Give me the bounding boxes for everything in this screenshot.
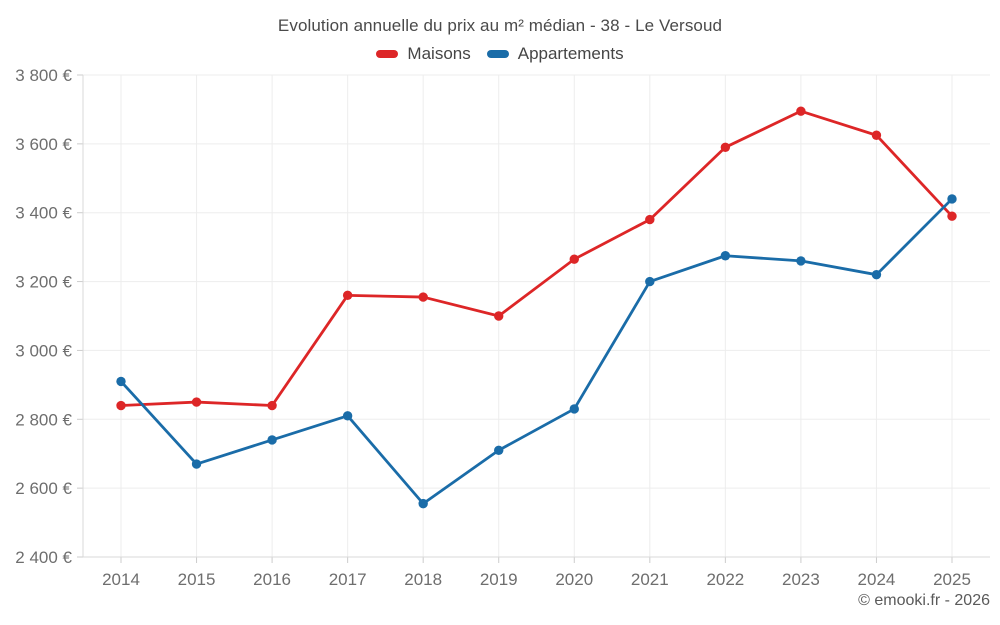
x-tick-label: 2023 bbox=[782, 570, 820, 589]
maisons-point-2018[interactable] bbox=[418, 292, 428, 302]
appartements-swatch-icon bbox=[486, 50, 509, 58]
y-tick-label: 3 800 € bbox=[15, 66, 72, 85]
y-tick-label: 3 200 € bbox=[15, 273, 72, 292]
maisons-point-2017[interactable] bbox=[342, 290, 353, 301]
x-tick-label: 2017 bbox=[329, 570, 367, 589]
y-tick-label: 2 600 € bbox=[15, 479, 72, 498]
legend-label: Appartements bbox=[517, 44, 624, 63]
appartements-point-2021[interactable] bbox=[645, 276, 655, 287]
appartements-point-2025[interactable] bbox=[947, 194, 957, 204]
appartements-point-2015[interactable] bbox=[191, 459, 202, 469]
x-tick-label: 2021 bbox=[631, 570, 669, 589]
x-tick-label: 2015 bbox=[178, 570, 216, 589]
maisons-point-2025[interactable] bbox=[947, 211, 957, 221]
x-tick-label: 2016 bbox=[253, 570, 291, 589]
legend-item-maisons[interactable]: Maisons bbox=[376, 44, 471, 64]
maisons-point-2023[interactable] bbox=[796, 106, 806, 116]
appartements-point-2022[interactable] bbox=[720, 251, 731, 261]
maisons-point-2020[interactable] bbox=[569, 254, 579, 264]
maisons-point-2016[interactable] bbox=[267, 400, 277, 411]
x-tick-label: 2022 bbox=[706, 570, 744, 589]
maisons-point-2015[interactable] bbox=[191, 397, 202, 407]
x-tick-label: 2025 bbox=[933, 570, 971, 589]
x-tick-label: 2019 bbox=[480, 570, 518, 589]
x-tick-label: 2018 bbox=[404, 570, 442, 589]
maisons-swatch-icon bbox=[376, 50, 399, 58]
y-tick-label: 3 400 € bbox=[15, 204, 72, 223]
appartements-point-2019[interactable] bbox=[494, 445, 504, 455]
x-tick-label: 2024 bbox=[858, 570, 896, 589]
y-tick-label: 2 800 € bbox=[15, 410, 72, 429]
maisons-line bbox=[119, 109, 954, 407]
y-tick-label: 2 400 € bbox=[15, 548, 72, 567]
appartements-line bbox=[119, 197, 954, 506]
x-tick-label: 2014 bbox=[102, 570, 140, 589]
y-tick-label: 3 000 € bbox=[15, 341, 72, 360]
maisons-point-2021[interactable] bbox=[645, 214, 655, 225]
chart-legend: Maisons Appartements bbox=[0, 44, 1000, 64]
maisons-point-2014[interactable] bbox=[116, 400, 126, 411]
chart-title: Evolution annuelle du prix au m² médian … bbox=[277, 16, 723, 35]
appartements-point-2014[interactable] bbox=[116, 376, 126, 387]
appartements-point-2017[interactable] bbox=[342, 411, 353, 421]
appartements-point-2023[interactable] bbox=[796, 256, 806, 266]
maisons-point-2024[interactable] bbox=[871, 130, 882, 140]
appartements-point-2016[interactable] bbox=[267, 435, 277, 445]
legend-item-appartements[interactable]: Appartements bbox=[486, 44, 624, 64]
legend-label: Maisons bbox=[407, 44, 471, 63]
appartements-point-2024[interactable] bbox=[871, 269, 882, 280]
copyright-credit: © emooki.fr - 2026 bbox=[858, 592, 990, 609]
y-tick-label: 3 600 € bbox=[15, 135, 72, 154]
maisons-point-2019[interactable] bbox=[494, 311, 504, 321]
maisons-point-2022[interactable] bbox=[720, 142, 731, 152]
x-tick-label: 2020 bbox=[555, 570, 593, 589]
appartements-point-2018[interactable] bbox=[418, 498, 428, 509]
appartements-point-2020[interactable] bbox=[569, 404, 579, 414]
